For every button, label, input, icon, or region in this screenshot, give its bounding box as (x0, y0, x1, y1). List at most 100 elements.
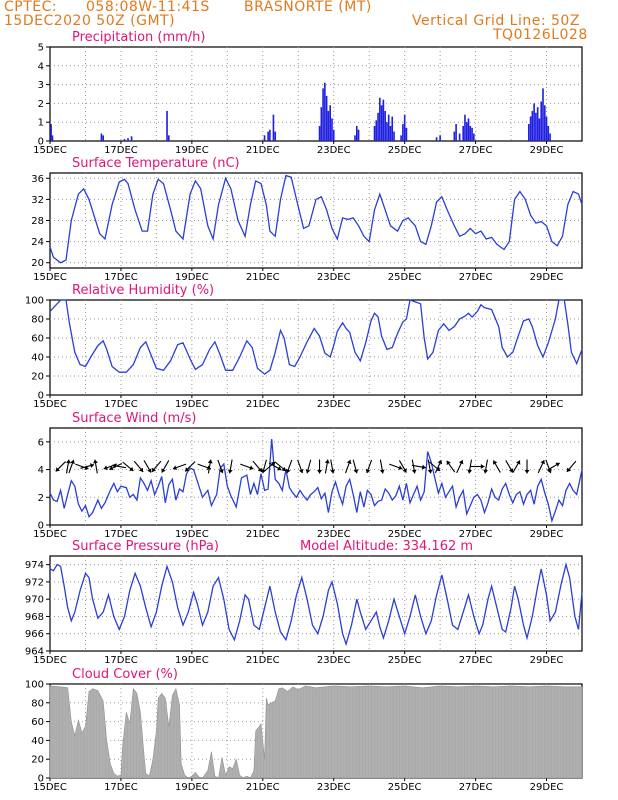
precipitation-bar (542, 88, 544, 141)
precipitation-bar (467, 118, 470, 141)
wind-arrow (172, 463, 187, 471)
surface-pressure-frame (49, 555, 583, 652)
wind-arrow (93, 459, 98, 474)
precipitation-bar (547, 125, 550, 141)
wind-arrow-head (398, 465, 403, 471)
surface-temperature-xtick-label: 15DEC (33, 272, 67, 283)
precipitation-bar (400, 135, 402, 141)
relative-humidity-frame (49, 299, 583, 396)
surface-wind-line (49, 439, 583, 524)
precipitation-bar (533, 103, 535, 141)
precipitation-bar (458, 133, 461, 141)
precipitation-bar (123, 139, 126, 141)
cloud-cover-ytick-label: 40 (31, 736, 44, 747)
surface-temperature-xtick-label: 21DEC (246, 272, 280, 283)
precipitation-bar (102, 135, 105, 141)
wind-arrow-head (547, 468, 552, 474)
wind-arrow (470, 464, 485, 469)
wind-arrow (75, 463, 89, 471)
surface-temperature-xtick-label: 19DEC (175, 272, 209, 283)
cloud-cover-panel (46, 683, 583, 781)
surface-pressure-line (49, 562, 583, 647)
wind-arrow (505, 460, 514, 473)
surface-pressure-subtitle: Model Altitude: 334.162 m (300, 539, 473, 554)
precipitation-ytick-label: 4 (38, 61, 44, 72)
wind-arrow-head (508, 468, 514, 473)
surface-wind-ytick-label: 4 (38, 465, 44, 476)
wind-arrow-head (467, 469, 473, 474)
cloud-cover-xtick-label: 25DEC (388, 782, 422, 793)
surface-wind-xtick-label: 29DEC (530, 529, 564, 540)
header-source: CPTEC: (4, 0, 58, 15)
wind-arrow-head (257, 467, 262, 472)
wind-arrow (411, 464, 426, 470)
wind-arrow-head (483, 469, 489, 474)
precipitation-bar (529, 116, 532, 141)
wind-arrow (161, 460, 170, 473)
wind-arrow-head (103, 465, 108, 471)
precipitation-bar (263, 135, 266, 141)
precipitation-bar (50, 124, 52, 141)
surface-temperature-panel (46, 172, 583, 271)
precipitation-panel (46, 46, 583, 144)
precipitation-bar (465, 122, 468, 141)
surface-temperature-ytick-label: 28 (31, 216, 44, 227)
precipitation-xtick-label: 25DEC (388, 145, 422, 156)
wind-arrow-head (427, 469, 433, 474)
wind-arrow-head (249, 465, 254, 471)
wind-arrow-head (139, 467, 144, 472)
precipitation-bar (543, 105, 546, 141)
wind-arrow (68, 459, 75, 474)
wind-arrow-head (84, 465, 89, 471)
precipitation-bar (538, 118, 541, 141)
precipitation-bar (536, 107, 539, 141)
wind-arrow-head (55, 467, 60, 472)
wind-arrow (285, 459, 293, 474)
surface-temperature-ytick-label: 24 (31, 237, 44, 248)
surface-wind-xtick-label: 23DEC (317, 529, 351, 540)
relative-humidity-ytick-label: 80 (31, 315, 44, 326)
precipitation-bar (331, 118, 333, 141)
relative-humidity-ytick-label: 60 (31, 334, 44, 345)
cloud-cover-area (49, 685, 583, 779)
relative-humidity-ytick-label: 0 (38, 391, 44, 402)
relative-humidity-xtick-label: 19DEC (175, 399, 209, 410)
precipitation-bar (377, 112, 379, 141)
wind-arrow-head (70, 459, 75, 465)
precipitation-xtick-label: 29DEC (530, 145, 564, 156)
wind-arrow (446, 460, 456, 473)
wind-arrow-head (365, 468, 371, 474)
wind-arrow-head (524, 470, 530, 474)
precipitation-bar (403, 114, 406, 141)
precipitation-ytick-label: 1 (38, 118, 44, 129)
wind-arrow (345, 459, 352, 474)
surface-wind-ytick-label: 0 (38, 521, 44, 532)
wind-arrow-head (147, 468, 152, 473)
precipitation-xtick-label: 15DEC (33, 145, 67, 156)
surface-pressure-xtick-label: 17DEC (104, 655, 138, 666)
precipitation-bar (130, 136, 133, 141)
wind-arrow (122, 461, 134, 472)
precipitation-bar (386, 122, 388, 141)
surface-wind-xtick-label: 21DEC (246, 529, 280, 540)
wind-arrow (240, 463, 254, 471)
wind-arrow-head (227, 469, 233, 474)
wind-arrow-head (112, 463, 117, 469)
precipitation-bar (322, 88, 324, 141)
wind-arrow (197, 463, 212, 471)
wind-arrow (264, 461, 276, 472)
cloud-cover-ytick-label: 80 (31, 698, 44, 709)
precipitation-bar (393, 131, 395, 141)
precipitation-bar (455, 124, 457, 141)
wind-arrow (324, 459, 330, 474)
precipitation-bar (473, 133, 475, 141)
surface-wind-frame (49, 427, 583, 526)
precipitation-bar (549, 133, 551, 141)
wind-arrow (274, 461, 287, 472)
wind-arrow-head (151, 467, 157, 472)
cloud-cover-xtick-label: 29DEC (530, 782, 564, 793)
precipitation-frame (49, 46, 583, 142)
precipitation-bar (462, 125, 464, 141)
precipitation-bar (389, 125, 392, 141)
wind-arrow-head (353, 469, 359, 474)
